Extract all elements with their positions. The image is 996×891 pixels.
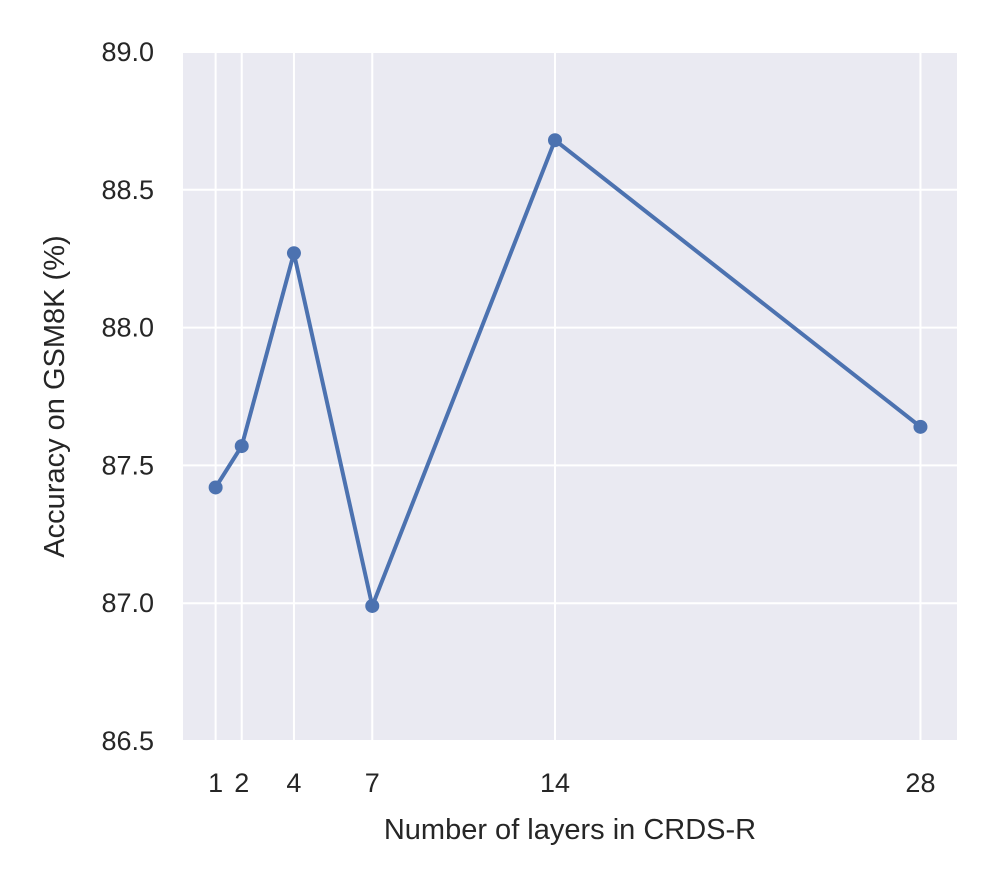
data-point bbox=[547, 133, 562, 148]
x-tick-label: 7 bbox=[365, 768, 380, 798]
y-tick-label: 86.5 bbox=[101, 726, 154, 756]
x-tick-label: 4 bbox=[286, 768, 301, 798]
x-axis-label: Number of layers in CRDS-R bbox=[384, 814, 756, 846]
y-tick-label: 87.0 bbox=[101, 588, 154, 618]
y-tick-label: 88.0 bbox=[101, 313, 154, 343]
data-point bbox=[913, 419, 928, 434]
data-point bbox=[286, 246, 301, 261]
x-tick-labels: 1 2 4 7 14 28 bbox=[208, 768, 935, 798]
x-tick-label: 2 bbox=[234, 768, 249, 798]
data-point bbox=[208, 480, 223, 495]
y-tick-label: 87.5 bbox=[101, 450, 154, 480]
y-tick-label: 89.0 bbox=[101, 37, 154, 67]
y-tick-labels: 86.5 87.0 87.5 88.0 88.5 89.0 bbox=[101, 37, 154, 756]
data-point bbox=[234, 439, 249, 454]
series-line bbox=[213, 138, 923, 608]
y-axis-label: Accuracy on GSM8K (%) bbox=[39, 235, 71, 557]
data-point bbox=[365, 598, 380, 613]
series-group bbox=[208, 133, 928, 613]
grid-lines bbox=[183, 51, 957, 742]
x-tick-label: 28 bbox=[905, 768, 935, 798]
plot-area bbox=[183, 52, 957, 741]
x-tick-label: 1 bbox=[208, 768, 223, 798]
x-tick-label: 14 bbox=[540, 768, 570, 798]
y-tick-label: 88.5 bbox=[101, 175, 154, 205]
